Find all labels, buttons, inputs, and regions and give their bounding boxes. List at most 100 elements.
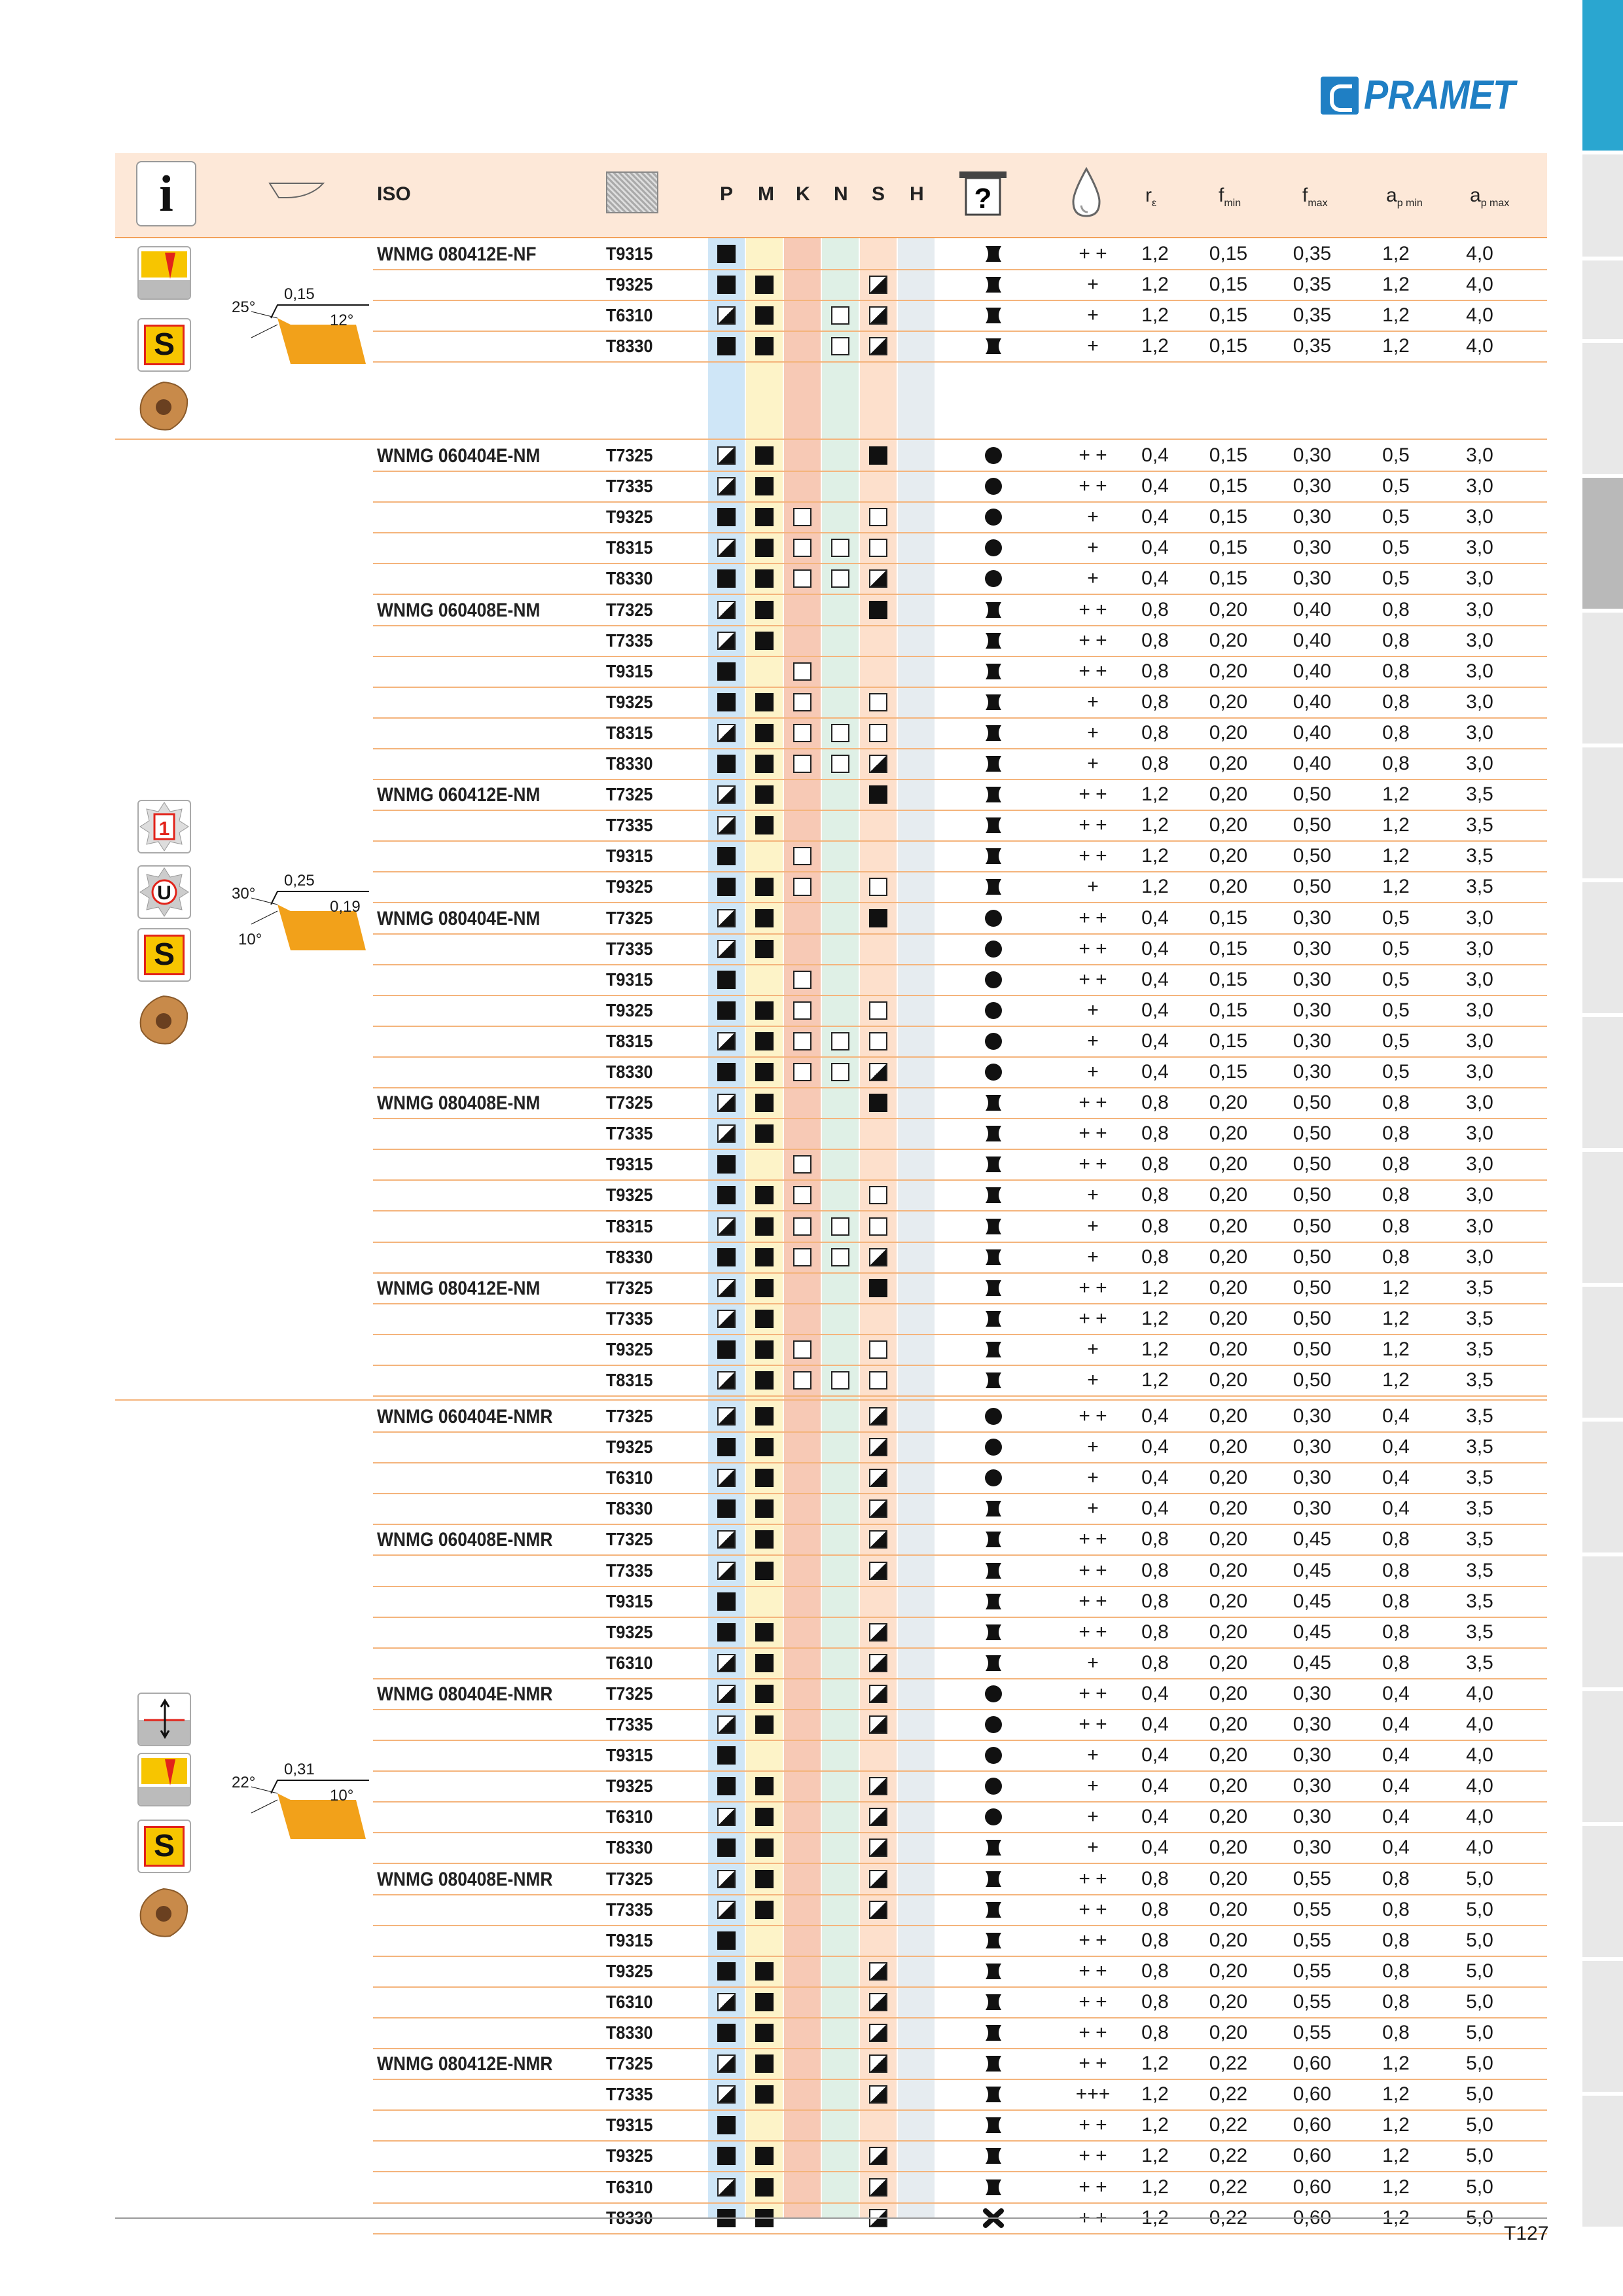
param-value: 0,4 bbox=[1141, 1467, 1169, 1489]
param-subscript: ε bbox=[1152, 198, 1157, 209]
table-row: T8315 +0,8 0,20 0,40 0,8 3,0 bbox=[373, 717, 1547, 749]
suitability-mark bbox=[755, 1561, 774, 1580]
suitability-mark bbox=[755, 723, 774, 742]
grade-name: T8330 bbox=[606, 1498, 653, 1519]
param-value: 0,20 bbox=[1209, 1369, 1248, 1391]
param-value: 0,8 bbox=[1382, 1621, 1410, 1643]
table-row: T6310 +1,2 0,15 0,35 1,2 4,0 bbox=[373, 300, 1547, 332]
side-tab[interactable] bbox=[1582, 613, 1623, 747]
param-value: 0,50 bbox=[1293, 1215, 1332, 1237]
table-row: T9315 + + 1,2 0,22 0,60 1,2 5,0 bbox=[373, 2109, 1547, 2142]
geometry-label: 0,25 bbox=[284, 872, 315, 889]
param-value: 1,2 bbox=[1382, 1307, 1410, 1329]
side-tab[interactable] bbox=[1582, 154, 1623, 260]
param-value: 0,15 bbox=[1209, 274, 1248, 296]
param-value: 0,8 bbox=[1382, 721, 1410, 744]
param-value: 4,0 bbox=[1466, 1713, 1493, 1735]
suitability-mark bbox=[869, 1340, 887, 1359]
grade-name: T9325 bbox=[606, 1338, 653, 1359]
side-tab[interactable] bbox=[1582, 478, 1623, 613]
param-value: 1,2 bbox=[1382, 2083, 1410, 2106]
side-tab[interactable] bbox=[1582, 1287, 1623, 1422]
suitability-mark bbox=[717, 908, 736, 927]
grade-name: T7335 bbox=[606, 1714, 653, 1734]
iso-code: WNMG 060404E-NMR bbox=[377, 1406, 553, 1427]
suitability-mark bbox=[755, 1715, 774, 1734]
suitability-mark bbox=[793, 692, 812, 711]
side-tab[interactable] bbox=[1582, 882, 1623, 1017]
side-tab[interactable] bbox=[1582, 1152, 1623, 1287]
suitability-mark bbox=[717, 2024, 736, 2042]
side-tab[interactable] bbox=[1582, 1422, 1623, 1556]
grade-name: T6310 bbox=[606, 1652, 653, 1673]
suitability-mark bbox=[755, 1124, 774, 1143]
suitability-mark bbox=[755, 1217, 774, 1236]
suitability-mark bbox=[755, 1001, 774, 1020]
chipbreaker-help-icon[interactable]: ? bbox=[957, 169, 1009, 219]
grade-name: T9325 bbox=[606, 274, 653, 295]
side-tab[interactable] bbox=[1582, 1961, 1623, 2096]
param-value: 0,4 bbox=[1141, 444, 1169, 466]
grade-name: T7335 bbox=[606, 815, 653, 836]
suitability-mark bbox=[755, 939, 774, 958]
bow-chip-icon bbox=[986, 694, 1001, 710]
info-icon[interactable]: i bbox=[136, 161, 196, 226]
side-tab[interactable] bbox=[1582, 1826, 1623, 1961]
side-tab[interactable] bbox=[1582, 1556, 1623, 1691]
suitability-mark bbox=[755, 1371, 774, 1390]
suitability-mark bbox=[717, 569, 736, 588]
param-value: 0,20 bbox=[1209, 1122, 1248, 1145]
param-value: 0,60 bbox=[1293, 2145, 1332, 2167]
coolant-rating: + + bbox=[1079, 243, 1107, 264]
coolant-rating: + + bbox=[1079, 2022, 1107, 2043]
grade-name: T7325 bbox=[606, 2053, 653, 2074]
side-tab[interactable] bbox=[1582, 260, 1623, 343]
s-letter: S bbox=[144, 325, 185, 365]
side-tab[interactable] bbox=[1582, 747, 1623, 882]
side-tab[interactable] bbox=[1582, 0, 1623, 154]
param-value: 0,60 bbox=[1293, 2114, 1332, 2136]
suitability-mark bbox=[717, 1530, 736, 1549]
table-row: T8330 +0,8 0,20 0,50 0,8 3,0 bbox=[373, 1242, 1547, 1274]
s-letter: S bbox=[144, 1826, 185, 1867]
side-tab[interactable] bbox=[1582, 1017, 1623, 1152]
param-value: 0,15 bbox=[1209, 968, 1248, 990]
coolant-rating: +++ bbox=[1075, 2083, 1111, 2106]
brand-name: PRAMET bbox=[1364, 73, 1515, 118]
param-value: 0,20 bbox=[1209, 1307, 1248, 1329]
table-row: T7325 + + 0,4 0,15 0,30 0,5 3,0 bbox=[373, 903, 1547, 935]
param-value: 3,0 bbox=[1466, 721, 1493, 744]
table-row: T9325 +0,4 0,15 0,30 0,5 3,0 bbox=[373, 995, 1547, 1027]
param-value: 4,0 bbox=[1466, 243, 1493, 264]
param-value: 4,0 bbox=[1466, 1682, 1493, 1704]
param-value: 3,0 bbox=[1466, 1122, 1493, 1145]
suitability-mark bbox=[717, 662, 736, 681]
suitability-mark bbox=[755, 2178, 774, 2197]
side-tab[interactable] bbox=[1582, 2096, 1623, 2231]
table-row: T8330 +0,4 0,20 0,30 0,4 3,5 bbox=[373, 1493, 1547, 1526]
coolant-rating: + bbox=[1087, 1498, 1099, 1520]
param-value: 0,60 bbox=[1293, 2176, 1332, 2198]
circle-chip-icon bbox=[985, 1716, 1002, 1733]
suitability-mark bbox=[869, 1001, 887, 1020]
grade-name: T7335 bbox=[606, 938, 653, 959]
suitability-mark bbox=[717, 1340, 736, 1359]
suitability-mark bbox=[869, 600, 887, 619]
material-header-m: M bbox=[758, 183, 774, 205]
param-value: 0,4 bbox=[1141, 537, 1169, 559]
bow-chip-icon bbox=[986, 1562, 1001, 1579]
coolant-rating: + + bbox=[1079, 1590, 1107, 1612]
table-row: T7325 + + 0,8 0,20 0,50 0,8 3,0 bbox=[373, 1087, 1547, 1120]
param-subscript: min bbox=[1224, 198, 1241, 209]
param-value: 0,8 bbox=[1382, 1215, 1410, 1237]
suitability-mark bbox=[755, 1278, 774, 1297]
param-value: 0,20 bbox=[1209, 1929, 1248, 1951]
param-value: 0,4 bbox=[1141, 906, 1169, 929]
param-value: 1,2 bbox=[1382, 335, 1410, 357]
material-band-n bbox=[822, 153, 859, 2217]
param-value: 1,2 bbox=[1382, 814, 1410, 836]
suitability-mark bbox=[793, 1155, 812, 1174]
side-tab[interactable] bbox=[1582, 343, 1623, 478]
side-tab[interactable] bbox=[1582, 1691, 1623, 1826]
circle-chip-icon bbox=[985, 909, 1002, 927]
